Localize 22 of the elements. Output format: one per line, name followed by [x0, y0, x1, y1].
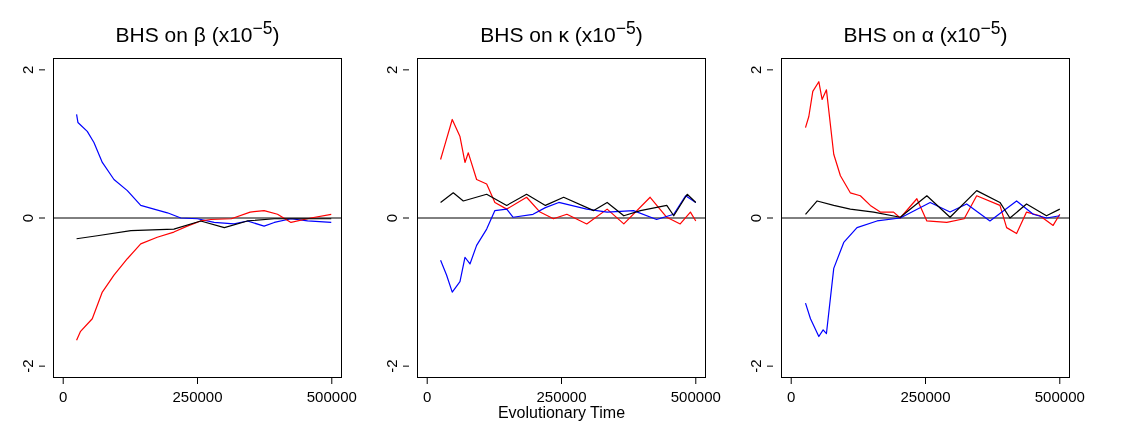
- x-tick-label: 250000: [900, 388, 951, 405]
- y-tick-label: -2: [383, 359, 400, 373]
- y-tick-label: 2: [19, 65, 36, 75]
- x-tick-label: 250000: [172, 388, 223, 405]
- x-tick-label: 250000: [536, 388, 587, 405]
- y-tick-label: -2: [19, 359, 36, 373]
- x-tick-label: 0: [423, 388, 432, 405]
- y-tick-label: 0: [747, 213, 764, 223]
- y-tick-label: 2: [747, 65, 764, 75]
- chart-title: BHS on α (x10$^{−5}$): [843, 18, 1008, 46]
- chart-title: BHS on β (x10$^{−5}$): [115, 18, 280, 46]
- x-tick-label: 500000: [670, 388, 721, 405]
- x-axis-title: Evolutionary Time: [497, 404, 626, 421]
- y-tick-label: -2: [747, 359, 764, 373]
- y-tick-label: 0: [383, 213, 400, 223]
- x-tick-label: 0: [787, 388, 796, 405]
- y-tick-label: 0: [19, 213, 36, 223]
- y-tick-label: 2: [383, 65, 400, 75]
- chart-title: BHS on κ (x10$^{−5}$): [480, 18, 643, 46]
- x-tick-label: 0: [59, 388, 68, 405]
- x-tick-label: 500000: [1034, 388, 1085, 405]
- x-tick-label: 500000: [306, 388, 357, 405]
